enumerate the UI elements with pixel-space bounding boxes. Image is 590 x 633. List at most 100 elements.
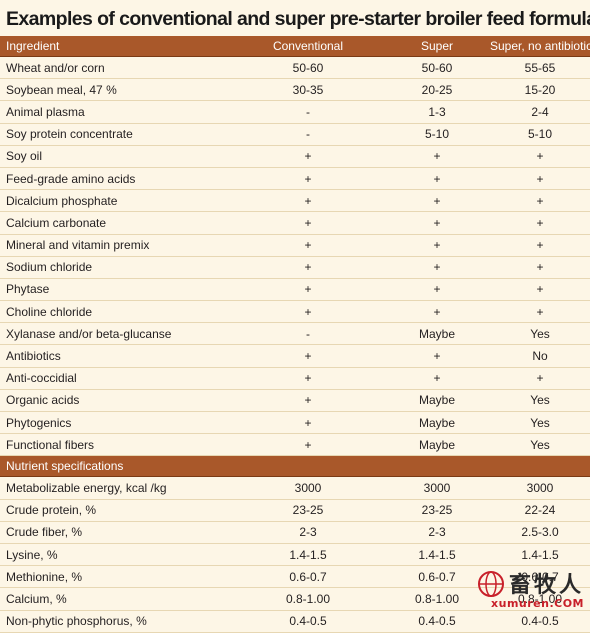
cell-value: 3000 [490, 476, 590, 500]
cell-value: + [232, 367, 384, 390]
cell-value: + [384, 344, 490, 368]
cell-value: + [384, 300, 490, 324]
cell-value: 20-25 [384, 78, 490, 102]
row-label: Antibiotics [0, 344, 232, 368]
cell-value: + [384, 367, 490, 390]
cell-value: + [232, 234, 384, 257]
col-header-super-no-antibiotics: Super, no antibiotics [490, 36, 590, 57]
row-label: Sodium chloride [0, 256, 232, 279]
cell-value: 2-3 [384, 521, 490, 544]
row-label: Animal plasma [0, 100, 232, 124]
cell-value: + [490, 256, 590, 279]
cell-value: 2-3 [232, 521, 384, 544]
page-title: Examples of conventional and super pre-s… [6, 8, 590, 30]
ingredient-row: Feed-grade amino acids + + + [0, 167, 590, 191]
cell-value: + [232, 411, 384, 435]
cell-value: 0.4-0.5 [232, 610, 384, 633]
ingredients-section: Wheat and/or corn 50-60 50-60 55-65 Soybean … [0, 56, 590, 457]
cell-value: + [490, 145, 590, 168]
cell-value: Yes [490, 411, 590, 435]
ingredient-row: Sodium chloride + + + [0, 256, 590, 279]
cell-value: Yes [490, 389, 590, 413]
cell-value: Maybe [384, 322, 490, 346]
cell-value: Maybe [384, 411, 490, 435]
cell-value: 50-60 [232, 56, 384, 80]
nutrient-specifications-header: Nutrient specifications [0, 455, 590, 478]
row-label: Mineral and vitamin premix [0, 234, 232, 257]
ingredient-row: Functional fibers + Maybe Yes [0, 433, 590, 457]
cell-value: 2.5-3.0 [490, 521, 590, 544]
col-header-ingredient: Ingredient [0, 36, 232, 57]
feed-formula-table: Ingredient Conventional Super Super, no … [0, 36, 590, 633]
cell-value: 5-10 [384, 123, 490, 146]
nutrient-row: Crude protein, % 23-25 23-25 22-24 [0, 499, 590, 522]
cell-value: + [232, 433, 384, 457]
cell-value: No [490, 344, 590, 368]
cell-value: 0.4-0.5 [384, 610, 490, 633]
ingredient-row: Animal plasma -1-3 2-4 [0, 100, 590, 124]
cell-value: + [384, 145, 490, 168]
cell-value: + [384, 211, 490, 235]
cell-value: 15-20 [490, 78, 590, 102]
row-label: Calcium, % [0, 587, 232, 611]
ingredient-row: Soybean meal, 47 % 30-35 20-25 15-20 [0, 78, 590, 102]
row-label: Soybean meal, 47 % [0, 78, 232, 102]
row-label: Choline chloride [0, 300, 232, 324]
cell-value: + [490, 278, 590, 302]
ingredient-row: Dicalcium phosphate + + + [0, 189, 590, 213]
cell-value: + [232, 211, 384, 235]
row-label: Lysine, % [0, 543, 232, 567]
cell-value: 0.6-0.7 [490, 565, 590, 589]
cell-value: 3000 [232, 476, 384, 500]
ingredient-row: Organic acids + Maybe Yes [0, 389, 590, 413]
nutrient-row: Lysine, % 1.4-1.5 1.4-1.5 1.4-1.5 [0, 543, 590, 567]
cell-value: 2-4 [490, 100, 590, 124]
row-label: Organic acids [0, 389, 232, 413]
cell-value: 3000 [384, 476, 490, 500]
row-label: Non-phytic phosphorus, % [0, 610, 232, 633]
section-header-row: Nutrient specifications [0, 455, 590, 478]
cell-value: 0.6-0.7 [384, 565, 490, 589]
cell-value: + [232, 167, 384, 191]
cell-value: 30-35 [232, 78, 384, 102]
nutrient-row: Methionine, % 0.6-0.7 0.6-0.7 0.6-0.7 [0, 565, 590, 589]
cell-value: + [232, 300, 384, 324]
row-label: Soy oil [0, 145, 232, 168]
cell-value: 23-25 [232, 499, 384, 522]
row-label: Dicalcium phosphate [0, 189, 232, 213]
cell-value: + [384, 189, 490, 213]
row-label: Metabolizable energy, kcal /kg [0, 476, 232, 500]
row-label: Crude protein, % [0, 499, 232, 522]
cell-value: 0.8-1.00 [490, 587, 590, 611]
cell-value: Yes [490, 433, 590, 457]
column-header-row: Ingredient Conventional Super Super, no … [0, 36, 590, 57]
cell-value: 55-65 [490, 56, 590, 80]
cell-value: 1.4-1.5 [232, 543, 384, 567]
row-label: Soy protein concentrate [0, 123, 232, 146]
cell-value: 0.8-1.00 [384, 587, 490, 611]
cell-value: + [490, 367, 590, 390]
cell-value: - [232, 123, 384, 146]
cell-value: 23-25 [384, 499, 490, 522]
cell-value: - [232, 100, 384, 124]
row-label: Phytase [0, 278, 232, 302]
nutrient-row: Crude fiber, % 2-3 2-3 2.5-3.0 [0, 521, 590, 544]
cell-value: + [384, 278, 490, 302]
ingredient-row: Soy oil + + + [0, 145, 590, 168]
cell-value: 0.8-1.00 [232, 587, 384, 611]
cell-value: 1.4-1.5 [490, 543, 590, 567]
ingredient-row: Mineral and vitamin premix + + + [0, 234, 590, 257]
cell-value: + [232, 389, 384, 413]
nutrient-section-header: Nutrient specifications [0, 455, 590, 478]
ingredient-row: Antibiotics + + No [0, 344, 590, 368]
cell-value: + [490, 300, 590, 324]
cell-value: + [490, 189, 590, 213]
cell-value: + [490, 234, 590, 257]
cell-value: 0.6-0.7 [232, 565, 384, 589]
row-label: Calcium carbonate [0, 211, 232, 235]
row-label: Feed-grade amino acids [0, 167, 232, 191]
cell-value: Yes [490, 322, 590, 346]
row-label: Crude fiber, % [0, 521, 232, 544]
ingredient-row: Wheat and/or corn 50-60 50-60 55-65 [0, 56, 590, 80]
cell-value: 1.4-1.5 [384, 543, 490, 567]
